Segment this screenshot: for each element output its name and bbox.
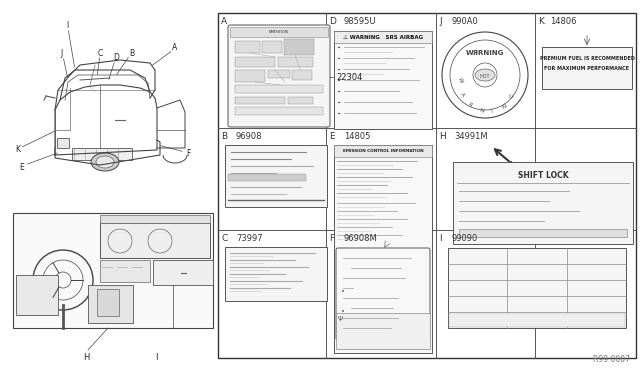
Text: 14806: 14806 [550,17,577,26]
Text: I: I [155,353,157,362]
FancyBboxPatch shape [100,215,210,223]
Text: B: B [129,48,134,58]
FancyBboxPatch shape [100,223,210,258]
FancyBboxPatch shape [225,247,327,301]
Text: D: D [113,54,119,62]
Text: SHIFT LOCK: SHIFT LOCK [518,170,568,180]
FancyBboxPatch shape [542,47,632,89]
FancyBboxPatch shape [16,275,58,315]
Text: I: I [66,20,68,29]
FancyBboxPatch shape [334,31,432,129]
Text: 990A0: 990A0 [451,17,477,26]
Text: H: H [83,353,89,362]
Text: A: A [459,92,465,98]
FancyBboxPatch shape [230,27,328,37]
FancyBboxPatch shape [153,260,213,285]
Text: Ψ: Ψ [338,316,344,322]
Text: I: I [491,109,493,114]
Text: 14805: 14805 [344,132,371,141]
FancyBboxPatch shape [334,145,432,353]
FancyBboxPatch shape [449,313,625,327]
Text: A: A [221,17,227,26]
Ellipse shape [96,156,114,168]
Text: J: J [61,49,63,58]
FancyBboxPatch shape [448,248,626,328]
Text: FOR MAXIMUM PERFORMANCE: FOR MAXIMUM PERFORMANCE [545,65,630,71]
Text: E: E [329,132,335,141]
Text: 34991M: 34991M [454,132,488,141]
Text: N: N [501,104,507,110]
Text: K: K [538,17,544,26]
Text: •: • [341,289,345,295]
FancyBboxPatch shape [228,25,330,127]
Text: B: B [221,132,227,141]
Text: WЯRNING: WЯRNING [466,50,504,56]
FancyBboxPatch shape [278,57,313,67]
Text: H: H [439,132,445,141]
FancyBboxPatch shape [225,145,327,207]
Text: F: F [329,234,334,243]
FancyBboxPatch shape [57,138,69,148]
FancyBboxPatch shape [292,70,312,80]
FancyBboxPatch shape [235,70,265,82]
FancyBboxPatch shape [336,313,430,349]
Text: A: A [172,44,178,52]
Text: K: K [15,145,20,154]
FancyBboxPatch shape [268,70,290,78]
FancyBboxPatch shape [336,248,430,340]
Text: 22304: 22304 [336,73,362,81]
Text: 73997: 73997 [236,234,262,243]
Text: N: N [479,108,484,114]
Text: PREMIUM FUEL IS RECOMMENDED: PREMIUM FUEL IS RECOMMENDED [540,55,634,61]
Text: EMISSION CONTROL INFORMATION: EMISSION CONTROL INFORMATION [342,149,423,153]
Text: F: F [186,150,190,158]
Text: E: E [20,164,24,173]
Text: I: I [439,234,442,243]
Text: R: R [467,102,473,108]
Text: C: C [97,48,102,58]
Ellipse shape [475,69,495,81]
Text: EMISSION: EMISSION [269,30,289,34]
FancyBboxPatch shape [88,285,133,323]
FancyBboxPatch shape [235,85,323,93]
Text: HOT: HOT [480,74,490,80]
FancyBboxPatch shape [453,162,633,244]
Text: ⚠ WARNING   SRS AIRBAG: ⚠ WARNING SRS AIRBAG [343,35,423,39]
FancyBboxPatch shape [13,213,213,328]
Text: R99 0007: R99 0007 [593,355,630,364]
FancyBboxPatch shape [235,107,323,115]
Text: 98595U: 98595U [344,17,376,26]
Text: J: J [439,17,442,26]
FancyBboxPatch shape [288,97,313,104]
FancyBboxPatch shape [459,229,627,237]
Text: C: C [221,234,227,243]
FancyBboxPatch shape [235,57,275,67]
Text: 99090: 99090 [451,234,477,243]
FancyBboxPatch shape [262,41,282,53]
Text: W: W [457,77,463,84]
FancyBboxPatch shape [228,174,306,181]
FancyBboxPatch shape [100,260,150,282]
FancyBboxPatch shape [334,145,432,157]
Ellipse shape [91,153,119,171]
Text: 96908M: 96908M [344,234,378,243]
Text: 96908: 96908 [236,132,262,141]
FancyBboxPatch shape [97,289,119,316]
FancyBboxPatch shape [284,39,314,55]
FancyBboxPatch shape [334,31,432,43]
FancyBboxPatch shape [235,41,260,53]
Text: G: G [509,93,516,100]
Text: •: • [341,309,345,315]
FancyBboxPatch shape [72,148,132,160]
FancyBboxPatch shape [235,97,285,104]
Text: D: D [329,17,336,26]
FancyBboxPatch shape [218,13,636,358]
